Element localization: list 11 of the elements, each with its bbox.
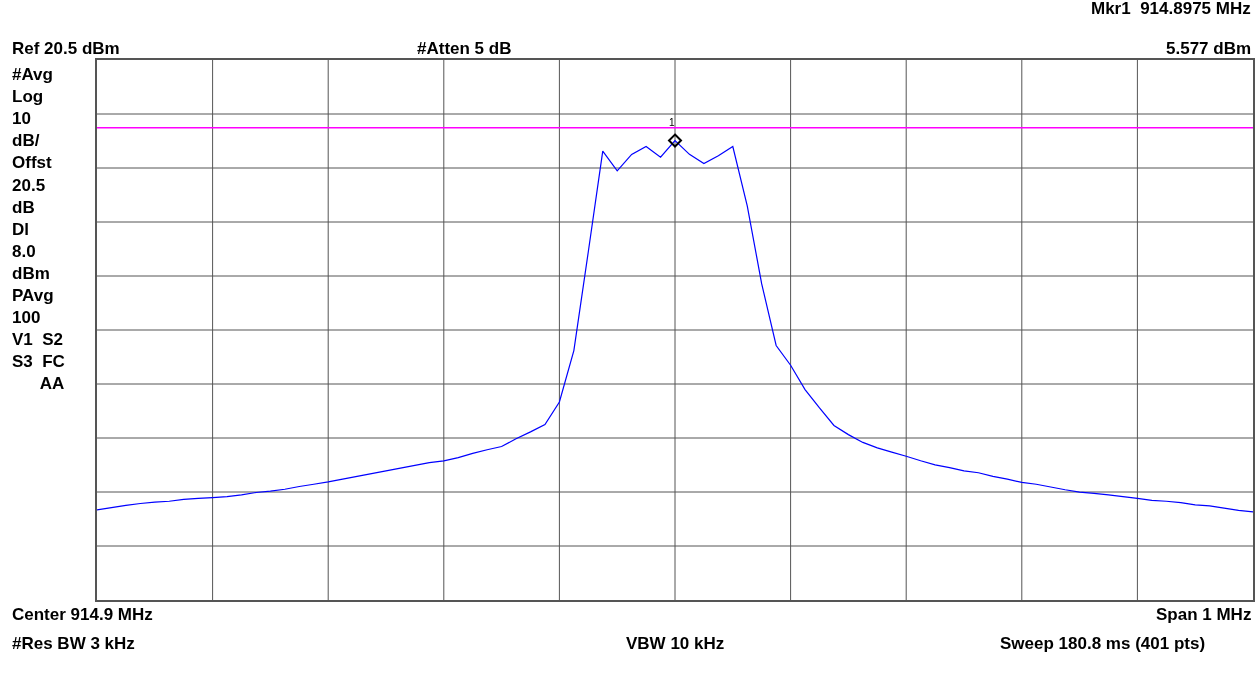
text: Sweep 180.8 ms (401 pts)	[1000, 634, 1206, 653]
text: Span 1 MHz	[1156, 605, 1252, 624]
text: VBW 10 kHz	[626, 634, 725, 653]
text: Mkr1 914.8975 MHz	[1091, 0, 1251, 18]
text: Center 914.9 MHz	[12, 605, 153, 624]
text: #Avg Log 10 dB/ Offst 20.5 dB Dl 8.0 dBm PAvg 100 V1 S2 S3 FC AA	[12, 65, 65, 394]
text: 5.577 dBm	[1166, 39, 1252, 58]
text: #Res BW 3 kHz	[12, 634, 135, 653]
text: Ref 20.5 dBm	[12, 39, 120, 58]
text: 1	[669, 117, 675, 128]
text: #Atten 5 dB	[417, 39, 512, 58]
